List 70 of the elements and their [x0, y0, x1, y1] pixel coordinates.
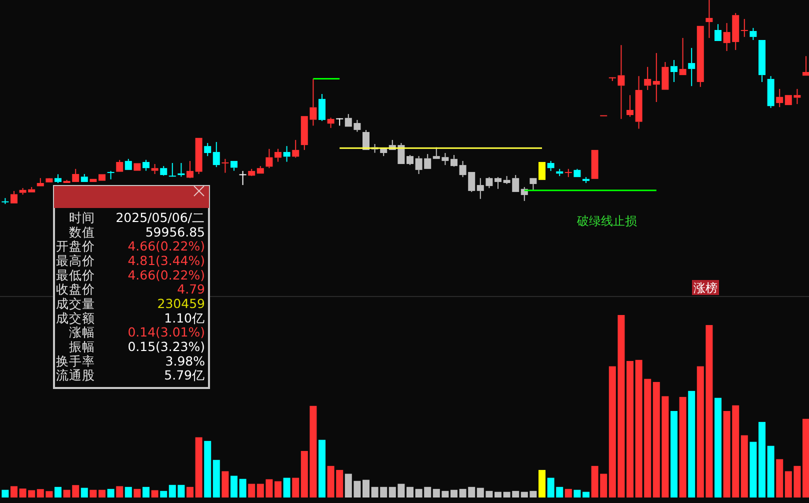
bar [274, 481, 282, 498]
bar [151, 490, 158, 498]
category-label: 成交额 [56, 310, 95, 326]
bar [134, 488, 141, 498]
bar [538, 470, 546, 498]
text: 5.79亿 [164, 368, 205, 383]
text: 0.14(3.01%) [128, 324, 205, 340]
bar [582, 492, 590, 498]
bar [107, 488, 114, 498]
category-label: 流通股 [56, 368, 95, 383]
bar [160, 490, 168, 498]
text: 4.81(3.44%) [128, 253, 205, 268]
bar [2, 490, 9, 498]
category-label: 成交量 [56, 296, 95, 311]
bar [54, 486, 62, 498]
category-label: 数值 [69, 224, 95, 240]
bar [204, 440, 212, 498]
category-label: 时间 [69, 210, 95, 225]
bar [670, 410, 678, 498]
text: 0.15(3.23%) [128, 339, 205, 354]
text: 3.98% [165, 353, 205, 368]
bar [362, 480, 370, 498]
category-label: 收盘价 [56, 282, 95, 297]
bar [758, 422, 766, 498]
bar [90, 490, 97, 498]
bar [679, 396, 686, 498]
bar [292, 478, 300, 498]
category-label: 最低价 [56, 267, 95, 282]
bar [564, 488, 572, 498]
text: 破绿线止损 [576, 214, 637, 228]
bar [626, 360, 634, 498]
bar [494, 492, 502, 498]
bar [714, 398, 722, 498]
text: 230459 [157, 296, 205, 311]
bar [776, 459, 784, 498]
bar [740, 435, 748, 498]
text: 4.66(0.22%) [128, 238, 205, 254]
bar [688, 390, 696, 498]
text: 1.10亿 [164, 310, 205, 326]
bar [750, 442, 757, 498]
text: 2025/05/06/二 [116, 210, 205, 225]
bar [116, 486, 124, 498]
bar [406, 486, 414, 498]
category-label: 最高价 [56, 253, 95, 268]
category-label: 振幅 [69, 339, 95, 354]
category-label: 开盘价 [56, 238, 95, 254]
text: 涨榜 [694, 281, 718, 295]
bar [186, 486, 194, 498]
text: 4.66(0.22%) [128, 267, 205, 282]
bar [574, 490, 581, 498]
bar [802, 418, 809, 498]
bar [98, 490, 106, 498]
text: 59956.85 [145, 224, 205, 240]
bar [450, 490, 458, 498]
bar [10, 486, 18, 498]
bar [767, 446, 774, 498]
bar [195, 437, 202, 498]
bar [124, 486, 132, 498]
category-label: 涨幅 [69, 324, 95, 340]
bar [239, 478, 246, 498]
text: 4.79 [177, 282, 205, 297]
bar [283, 478, 290, 498]
bar [142, 486, 150, 498]
bar [212, 460, 220, 498]
bar [230, 476, 238, 498]
bar [80, 488, 88, 498]
bar [318, 440, 326, 498]
bar [248, 484, 256, 498]
category-label: 换手率 [56, 353, 95, 368]
bar [222, 471, 229, 498]
